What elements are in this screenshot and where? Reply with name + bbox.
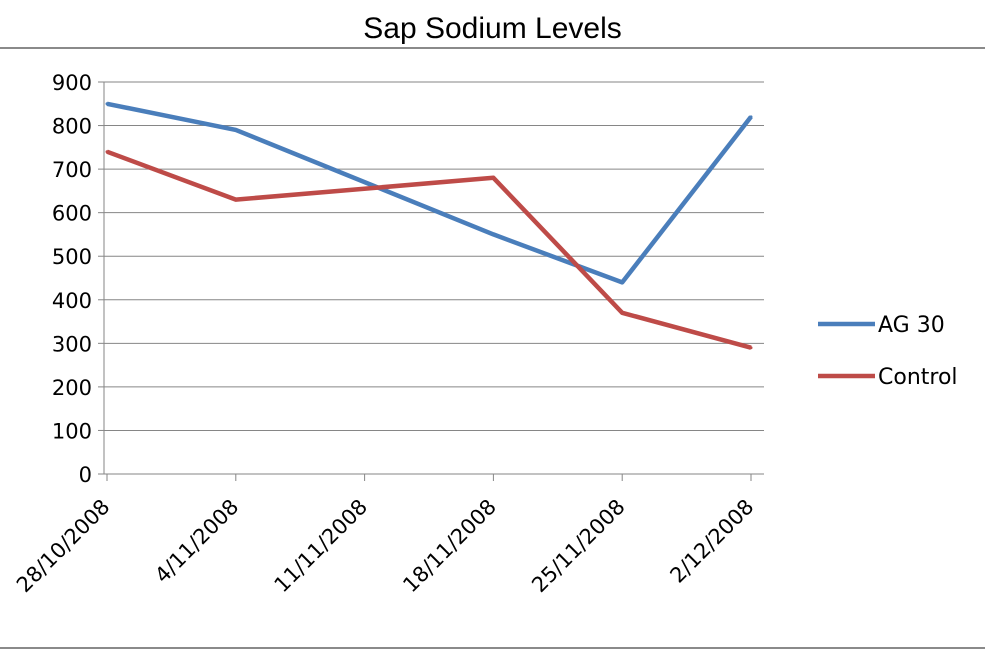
data-point (620, 311, 624, 315)
data-point (105, 150, 109, 154)
x-tick-label: 28/10/2008 (12, 495, 115, 598)
axes: 0 100 200 300 400 500 600 700 800 900 28/10/2008 4/… (12, 71, 764, 597)
x-tick-label: 11/11/2008 (270, 495, 373, 598)
data-point (234, 128, 238, 132)
y-tick-label: 700 (52, 158, 92, 182)
x-tick-label: 18/11/2008 (398, 495, 501, 598)
legend: AG 30 Control (818, 313, 958, 390)
y-tick-label: 300 (52, 332, 92, 356)
y-tick-label: 800 (52, 115, 92, 139)
data-point (749, 115, 753, 119)
x-tick-label: 25/11/2008 (527, 495, 630, 598)
data-point (749, 346, 753, 350)
x-tick-label: 2/12/2008 (665, 495, 758, 588)
series-line-control (106, 149, 752, 350)
gridlines (104, 81, 764, 431)
y-tick-label: 500 (52, 245, 92, 269)
y-tick-label: 200 (52, 376, 92, 400)
y-tick-label: 400 (52, 289, 92, 313)
data-point (491, 176, 495, 180)
y-tick-label: 100 (52, 419, 92, 443)
y-tick-label: 600 (52, 202, 92, 226)
data-point (491, 232, 495, 236)
legend-label: AG 30 (878, 313, 945, 338)
data-point (620, 280, 624, 284)
data-point (105, 102, 109, 106)
series-lines (105, 101, 753, 350)
top-divider (0, 47, 985, 49)
bottom-divider (0, 647, 985, 649)
y-tick-label: 0 (79, 463, 92, 487)
x-tick-label: 4/11/2008 (150, 495, 243, 588)
chart-title: Sap Sodium Levels (363, 12, 622, 45)
data-point (234, 198, 238, 202)
legend-label: Control (878, 365, 958, 390)
series-line-ag-30 (106, 101, 753, 285)
y-tick-label: 900 (52, 71, 92, 95)
